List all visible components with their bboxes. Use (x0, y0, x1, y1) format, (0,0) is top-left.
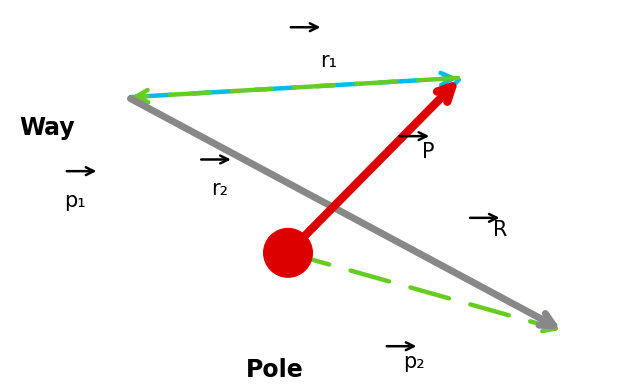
Text: r₂: r₂ (211, 179, 228, 199)
Ellipse shape (264, 228, 312, 277)
Text: Way: Way (19, 116, 75, 140)
Text: p₁: p₁ (64, 191, 86, 210)
Text: Pole: Pole (246, 357, 304, 382)
Text: R: R (493, 219, 507, 240)
Text: p₂: p₂ (403, 352, 425, 372)
Text: P: P (422, 142, 435, 162)
Text: r₁: r₁ (320, 51, 337, 70)
